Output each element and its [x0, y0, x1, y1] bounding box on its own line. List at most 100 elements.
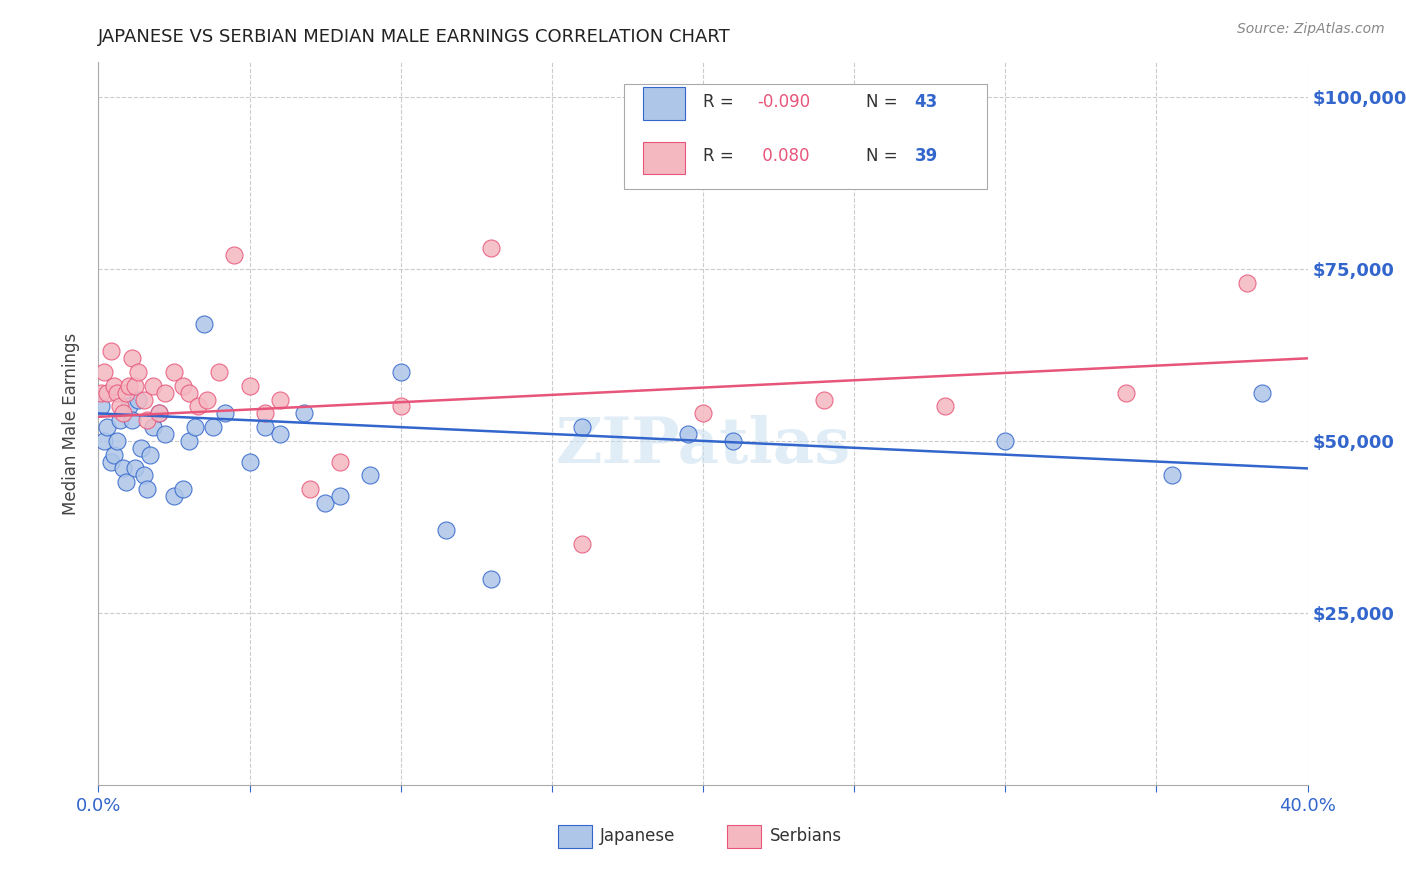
Point	[148, 406, 170, 420]
Point	[253, 420, 276, 434]
FancyBboxPatch shape	[643, 142, 685, 175]
Text: N =: N =	[866, 93, 903, 112]
Point	[153, 427, 176, 442]
Point	[224, 248, 246, 262]
Point	[103, 448, 125, 462]
Point	[127, 365, 149, 379]
Point	[299, 482, 322, 496]
FancyBboxPatch shape	[558, 825, 592, 847]
Point	[121, 413, 143, 427]
Point	[239, 454, 262, 468]
Point	[90, 400, 112, 414]
Point	[132, 468, 155, 483]
Point	[239, 379, 262, 393]
Point	[163, 365, 186, 379]
Point	[329, 489, 352, 503]
Point	[172, 379, 194, 393]
Point	[127, 392, 149, 407]
Text: 0.080: 0.080	[758, 147, 810, 165]
FancyBboxPatch shape	[727, 825, 761, 847]
Point	[90, 385, 112, 400]
Point	[135, 482, 157, 496]
Point	[214, 406, 236, 420]
Point	[179, 385, 201, 400]
Point	[389, 365, 412, 379]
Point	[813, 392, 835, 407]
Point	[105, 385, 128, 400]
Point	[571, 420, 593, 434]
Point	[114, 475, 136, 490]
Point	[124, 379, 146, 393]
Point	[723, 434, 745, 448]
Point	[202, 420, 225, 434]
Text: R =: R =	[703, 147, 740, 165]
Point	[329, 454, 352, 468]
Text: ZIPatlas: ZIPatlas	[555, 415, 851, 475]
Point	[676, 427, 699, 442]
Point	[129, 441, 152, 455]
Point	[142, 379, 165, 393]
Point	[1160, 468, 1182, 483]
Point	[118, 379, 141, 393]
Point	[100, 454, 122, 468]
Text: JAPANESE VS SERBIAN MEDIAN MALE EARNINGS CORRELATION CHART: JAPANESE VS SERBIAN MEDIAN MALE EARNINGS…	[98, 28, 731, 45]
Point	[208, 365, 231, 379]
Point	[139, 448, 162, 462]
Point	[103, 379, 125, 393]
Point	[111, 461, 134, 475]
Point	[142, 420, 165, 434]
Point	[93, 434, 115, 448]
Text: 39: 39	[915, 147, 938, 165]
Y-axis label: Median Male Earnings: Median Male Earnings	[62, 333, 80, 515]
Text: Source: ZipAtlas.com: Source: ZipAtlas.com	[1237, 22, 1385, 37]
Point	[994, 434, 1017, 448]
Text: 43: 43	[915, 93, 938, 112]
FancyBboxPatch shape	[624, 84, 987, 189]
Point	[292, 406, 315, 420]
Point	[389, 400, 412, 414]
Text: -0.090: -0.090	[758, 93, 810, 112]
Point	[118, 400, 141, 414]
Text: Japanese: Japanese	[600, 827, 676, 846]
Text: R =: R =	[703, 93, 740, 112]
Point	[269, 427, 291, 442]
Point	[481, 241, 503, 255]
Point	[179, 434, 201, 448]
Point	[692, 406, 714, 420]
Point	[132, 392, 155, 407]
Text: Serbians: Serbians	[769, 827, 842, 846]
FancyBboxPatch shape	[643, 87, 685, 120]
Point	[187, 400, 209, 414]
Point	[269, 392, 291, 407]
Point	[135, 413, 157, 427]
Point	[1251, 385, 1274, 400]
Point	[105, 434, 128, 448]
Point	[93, 365, 115, 379]
Point	[163, 489, 186, 503]
Point	[148, 406, 170, 420]
Point	[934, 400, 956, 414]
Point	[1115, 385, 1137, 400]
Point	[153, 385, 176, 400]
Point	[121, 351, 143, 366]
Point	[100, 344, 122, 359]
Point	[124, 461, 146, 475]
Point	[96, 385, 118, 400]
Point	[360, 468, 382, 483]
Point	[114, 385, 136, 400]
Point	[253, 406, 276, 420]
Point	[184, 420, 207, 434]
Point	[96, 420, 118, 434]
Point	[108, 413, 131, 427]
Point	[314, 496, 336, 510]
Point	[195, 392, 218, 407]
Point	[111, 406, 134, 420]
Point	[108, 400, 131, 414]
Point	[481, 572, 503, 586]
Point	[1236, 276, 1258, 290]
Point	[434, 524, 457, 538]
Point	[172, 482, 194, 496]
Point	[193, 317, 215, 331]
Point	[571, 537, 593, 551]
Text: N =: N =	[866, 147, 903, 165]
